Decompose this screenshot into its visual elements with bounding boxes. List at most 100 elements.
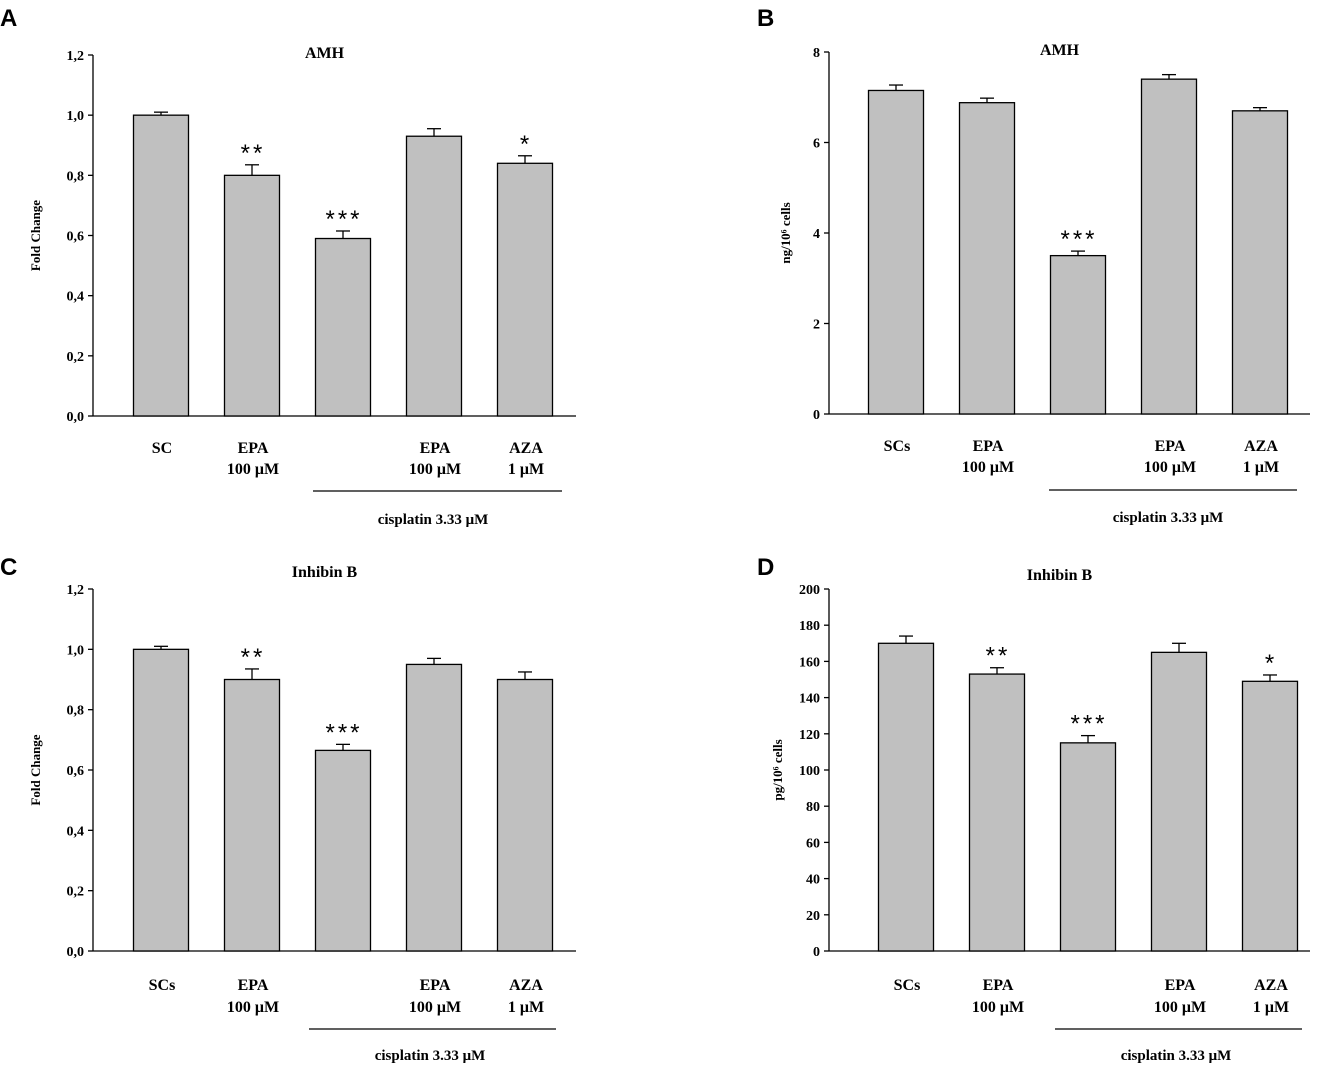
category-label: 100 μM [972, 999, 1024, 1016]
y-tick-label: 0,6 [67, 764, 85, 779]
y-axis-label: Fold Change [28, 734, 43, 805]
group-label: cisplatin 3.33 μM [375, 1048, 486, 1064]
chart-panel-d: D Inhibin B pg/10⁶ cells 0 20 40 60 80 100 120 140… [757, 554, 1310, 1064]
y-tick-label: 4 [813, 227, 820, 242]
y-tick-label: 0,4 [67, 290, 85, 305]
y-tick-label: 140 [799, 692, 820, 707]
significance-marker: *** [325, 719, 362, 746]
y-tick-label: 0 [813, 945, 820, 960]
bar [877, 642, 935, 952]
category-label: 100 μM [409, 461, 461, 478]
y-tick-label: 20 [806, 909, 820, 924]
y-tick-label: 8 [813, 46, 820, 61]
bar [496, 678, 554, 952]
category-label: EPA [420, 440, 451, 457]
panel-letter: D [757, 554, 774, 581]
y-tick-label: 0,2 [67, 885, 85, 900]
y-axis-label: pg/10⁶ cells [770, 739, 785, 800]
y-tick-label: 80 [806, 800, 820, 815]
category-label: SCs [894, 977, 921, 994]
y-tick-label: 0,6 [67, 230, 85, 245]
bar [314, 749, 372, 952]
bar [223, 678, 281, 952]
y-axis-label: ng/10⁶ cells [778, 202, 793, 263]
y-tick-label: 1,0 [67, 643, 85, 658]
bar [405, 663, 463, 952]
group-label: cisplatin 3.33 μM [1121, 1048, 1232, 1064]
y-tick-label: 0,8 [67, 704, 85, 719]
significance-marker: * [1265, 650, 1277, 677]
bar [1150, 651, 1208, 952]
y-tick-label: 120 [799, 728, 820, 743]
panel-letter: B [757, 5, 774, 32]
category-label: SCs [149, 977, 176, 994]
y-axis-label: Fold Change [28, 200, 43, 271]
y-tick-label: 200 [799, 583, 820, 598]
bar [1241, 680, 1299, 952]
y-tick-label: 40 [806, 873, 820, 888]
group-label: cisplatin 3.33 μM [378, 512, 489, 528]
chart-panel-c: C Inhibin B Fold Change 0,0 0,2 0,4 0,6 0,8 1,0 1… [0, 554, 576, 1064]
category-label: EPA [420, 977, 451, 994]
category-label: 100 μM [1154, 999, 1206, 1016]
y-tick-label: 0,4 [67, 824, 85, 839]
y-tick-label: 0 [813, 408, 820, 423]
bar [132, 114, 190, 417]
significance-marker: * [520, 131, 532, 158]
bar [405, 135, 463, 417]
category-label: AZA [1244, 438, 1278, 455]
chart-title: AMH [305, 45, 345, 62]
y-tick-label: 60 [806, 836, 820, 851]
y-tick-label: 0,0 [67, 945, 85, 960]
category-label: AZA [1254, 977, 1288, 994]
category-label: EPA [1165, 977, 1196, 994]
group-label: cisplatin 3.33 μM [1113, 510, 1224, 526]
bar [132, 648, 190, 952]
bar [1231, 110, 1289, 415]
category-label: AZA [509, 977, 543, 994]
category-label: 100 μM [409, 999, 461, 1016]
y-tick-label: 0,8 [67, 169, 85, 184]
y-tick-label: 1,0 [67, 109, 85, 124]
y-tick-label: 180 [799, 619, 820, 634]
panel-letter: A [0, 5, 17, 32]
category-label: 1 μM [1243, 459, 1279, 476]
category-label: EPA [238, 440, 269, 457]
bar [496, 162, 554, 417]
significance-marker: *** [1060, 226, 1097, 253]
chart-panel-b: B AMH ng/10⁶ cells 0 2 4 6 8 SCs EPA 100 μM *** EPA 1… [757, 5, 1310, 526]
chart-title: Inhibin B [292, 564, 358, 581]
bar [958, 102, 1016, 415]
category-label: SC [152, 440, 172, 457]
y-tick-label: 1,2 [67, 583, 85, 598]
significance-marker: ** [241, 140, 266, 167]
category-label: 100 μM [227, 999, 279, 1016]
category-label: EPA [973, 438, 1004, 455]
chart-title: AMH [1040, 42, 1080, 59]
y-tick-label: 2 [813, 318, 820, 333]
y-tick-label: 160 [799, 655, 820, 670]
bar [223, 174, 281, 417]
category-label: 1 μM [508, 461, 544, 478]
category-label: 100 μM [227, 461, 279, 478]
y-tick-label: 0,0 [67, 410, 85, 425]
category-label: 1 μM [1253, 999, 1289, 1016]
panel-letter: C [0, 554, 17, 581]
significance-marker: ** [986, 643, 1011, 670]
bar [968, 673, 1026, 952]
significance-marker: ** [241, 644, 266, 671]
significance-marker: *** [325, 206, 362, 233]
bar [1059, 742, 1117, 952]
chart-title: Inhibin B [1027, 567, 1093, 584]
category-label: 1 μM [508, 999, 544, 1016]
y-tick-label: 6 [813, 137, 820, 152]
category-label: EPA [238, 977, 269, 994]
y-tick-label: 0,2 [67, 350, 85, 365]
category-label: SCs [884, 438, 911, 455]
y-tick-label: 1,2 [67, 49, 85, 64]
bar [1049, 254, 1107, 415]
category-label: EPA [1155, 438, 1186, 455]
category-label: AZA [509, 440, 543, 457]
category-label: EPA [983, 977, 1014, 994]
